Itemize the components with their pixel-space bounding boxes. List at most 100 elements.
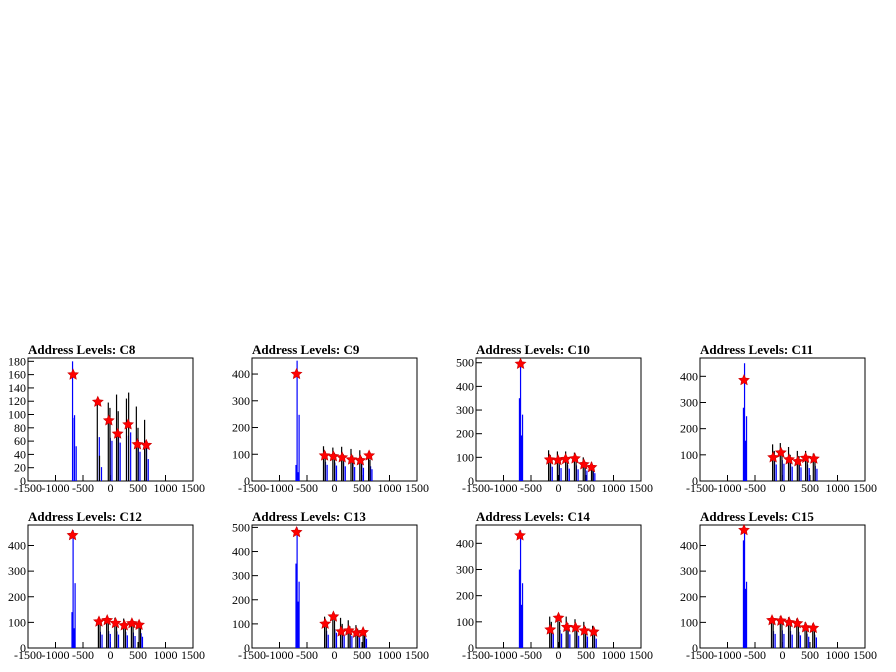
peak-marker [569, 621, 582, 633]
peak-marker [118, 619, 131, 631]
y-tick-label: 400 [456, 536, 474, 550]
y-tick-label: 300 [456, 562, 474, 576]
y-tick-label: 80 [14, 421, 26, 435]
y-tick-label: 0 [692, 641, 698, 655]
chart-title: Address Levels: C9 [252, 342, 360, 357]
x-tick-label: -500 [72, 481, 94, 495]
peak-marker [342, 624, 355, 636]
chart-panel: Address Levels: C15 0 100 200 300 400 -1500 -10… [680, 509, 877, 662]
peak-marker [327, 450, 340, 462]
y-tick-label: 140 [8, 381, 26, 395]
x-tick-label: -1000 [266, 648, 294, 662]
x-tick-label: 0 [108, 648, 114, 662]
peak-marker [131, 438, 144, 450]
y-tick-label: 180 [8, 354, 26, 368]
y-tick-label: 200 [680, 422, 698, 436]
x-tick-label: 1500 [629, 481, 653, 495]
x-tick-label: 1000 [378, 648, 402, 662]
peak-marker [318, 449, 331, 461]
peak-marker [551, 453, 564, 466]
x-tick-label: 500 [353, 481, 371, 495]
x-tick-label: -1500 [686, 648, 714, 662]
chart-panel: Address Levels: C9 0 100 200 300 400 -1500 -100… [232, 342, 429, 495]
peak-marker [67, 368, 79, 380]
x-tick-label: -1000 [714, 481, 742, 495]
y-tick-label: 200 [232, 421, 250, 435]
peak-marker [514, 529, 526, 541]
x-tick-label: -500 [296, 481, 318, 495]
x-tick-label: 1500 [405, 648, 429, 662]
x-tick-label: -1000 [490, 648, 518, 662]
y-tick-label: 200 [680, 590, 698, 604]
peak-marker [345, 453, 358, 465]
x-tick-label: 500 [577, 481, 595, 495]
chart-title: Address Levels: C8 [28, 342, 136, 357]
chart-panel: Address Levels: C11 0 100 200 300 400 -1500 -10… [680, 342, 877, 495]
y-tick-label: 200 [232, 593, 250, 607]
x-tick-label: 500 [129, 481, 147, 495]
x-tick-label: 1500 [181, 648, 205, 662]
y-tick-label: 100 [232, 447, 250, 461]
peak-marker [807, 452, 820, 464]
y-tick-label: 300 [680, 564, 698, 578]
peak-marker [738, 523, 750, 536]
x-tick-label: -500 [744, 648, 766, 662]
x-tick-label: 0 [556, 648, 562, 662]
peak-marker [514, 357, 527, 370]
x-tick-label: -500 [520, 481, 542, 495]
x-tick-label: 0 [332, 481, 338, 495]
y-tick-label: 100 [8, 615, 26, 629]
peak-marker [559, 452, 572, 465]
y-tick-label: 200 [456, 589, 474, 603]
y-tick-label: 200 [456, 427, 474, 441]
chart-title: Address Levels: C13 [252, 509, 366, 524]
peak-marker [569, 452, 581, 464]
chart-panel: Address Levels: C14 0 100 200 300 400 -1500 -10… [456, 509, 653, 662]
y-tick-label: 100 [456, 615, 474, 629]
y-tick-label: 300 [680, 395, 698, 409]
x-tick-label: -1500 [238, 481, 266, 495]
y-tick-label: 0 [692, 474, 698, 488]
x-tick-label: 1500 [181, 481, 205, 495]
x-tick-label: 0 [556, 481, 562, 495]
peak-marker [101, 614, 114, 626]
y-tick-label: 0 [20, 474, 26, 488]
x-tick-label: -1500 [14, 481, 42, 495]
peak-marker [122, 418, 134, 430]
chart-title: Address Levels: C14 [476, 509, 590, 524]
x-tick-label: 1000 [826, 481, 850, 495]
x-tick-label: -500 [72, 648, 94, 662]
chart-title: Address Levels: C10 [476, 342, 590, 357]
peak-marker [91, 395, 104, 407]
y-tick-label: 400 [680, 539, 698, 553]
peak-marker [783, 453, 795, 465]
plot-frame [27, 524, 194, 649]
y-tick-label: 0 [244, 474, 250, 488]
peak-marker [109, 616, 122, 629]
x-tick-label: 1000 [154, 481, 178, 495]
x-tick-label: 1500 [629, 648, 653, 662]
x-tick-label: 500 [353, 648, 371, 662]
x-tick-label: -1500 [14, 648, 42, 662]
x-tick-label: -1000 [490, 481, 518, 495]
x-tick-label: -500 [296, 648, 318, 662]
x-tick-label: -1000 [42, 648, 70, 662]
peak-marker [766, 614, 779, 626]
peak-marker [125, 617, 138, 629]
x-tick-label: 1000 [826, 648, 850, 662]
y-tick-label: 100 [680, 615, 698, 629]
peak-marker [133, 618, 145, 630]
peak-marker [357, 626, 369, 638]
peak-marker [799, 621, 812, 633]
peak-marker [585, 461, 598, 473]
x-tick-label: 500 [801, 648, 819, 662]
peak-marker [578, 624, 591, 636]
x-tick-label: 1500 [405, 481, 429, 495]
peak-marker [363, 449, 376, 461]
x-tick-label: 0 [332, 648, 338, 662]
x-tick-label: 1000 [154, 648, 178, 662]
peak-marker [66, 529, 79, 541]
y-tick-label: 400 [232, 367, 250, 381]
x-tick-label: 1000 [602, 648, 626, 662]
